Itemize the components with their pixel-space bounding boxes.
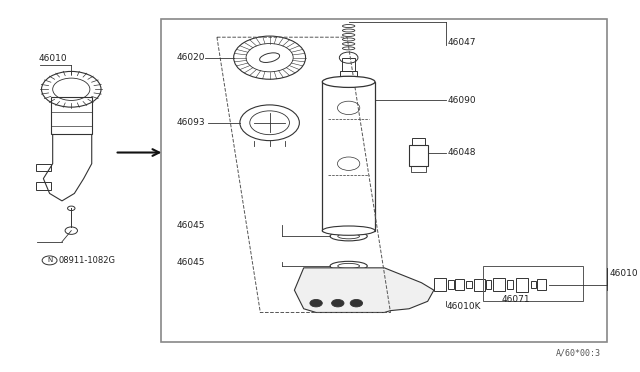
Text: 46010: 46010 bbox=[609, 269, 638, 278]
Bar bbox=[342, 58, 355, 71]
Bar bbox=[412, 138, 424, 145]
Bar bbox=[409, 145, 428, 166]
Bar bbox=[486, 280, 491, 289]
Text: 46048: 46048 bbox=[447, 148, 476, 157]
Bar bbox=[455, 279, 464, 290]
Circle shape bbox=[310, 299, 323, 307]
Circle shape bbox=[350, 299, 363, 307]
Ellipse shape bbox=[323, 226, 375, 235]
Text: 46020: 46020 bbox=[177, 53, 205, 62]
Bar bbox=[516, 278, 528, 292]
Bar bbox=[537, 279, 546, 290]
Text: 46047: 46047 bbox=[447, 38, 476, 47]
Polygon shape bbox=[294, 268, 434, 312]
Text: A/60*00:3: A/60*00:3 bbox=[556, 348, 601, 357]
Bar bbox=[474, 279, 484, 291]
Bar bbox=[323, 82, 375, 231]
Bar bbox=[507, 280, 513, 289]
Bar bbox=[466, 281, 472, 288]
Circle shape bbox=[332, 299, 344, 307]
Text: 08911-1082G: 08911-1082G bbox=[59, 256, 116, 265]
Bar bbox=[36, 182, 51, 190]
Bar bbox=[51, 97, 92, 134]
Bar bbox=[531, 281, 536, 288]
Text: 46045: 46045 bbox=[177, 221, 205, 230]
Bar bbox=[483, 266, 582, 301]
Bar bbox=[340, 71, 357, 76]
Text: 46071: 46071 bbox=[502, 295, 531, 304]
Bar bbox=[36, 164, 51, 171]
Bar bbox=[493, 278, 504, 291]
Text: 46045: 46045 bbox=[177, 258, 205, 267]
Text: 46090: 46090 bbox=[447, 96, 476, 105]
Bar bbox=[434, 278, 446, 291]
Bar bbox=[447, 280, 454, 289]
Ellipse shape bbox=[323, 76, 375, 87]
Text: 46010: 46010 bbox=[38, 54, 67, 63]
Text: N: N bbox=[47, 257, 52, 263]
Bar bbox=[411, 166, 426, 172]
Text: 46093: 46093 bbox=[177, 118, 205, 127]
Bar bbox=[161, 19, 607, 342]
Text: 46010K: 46010K bbox=[446, 302, 481, 311]
